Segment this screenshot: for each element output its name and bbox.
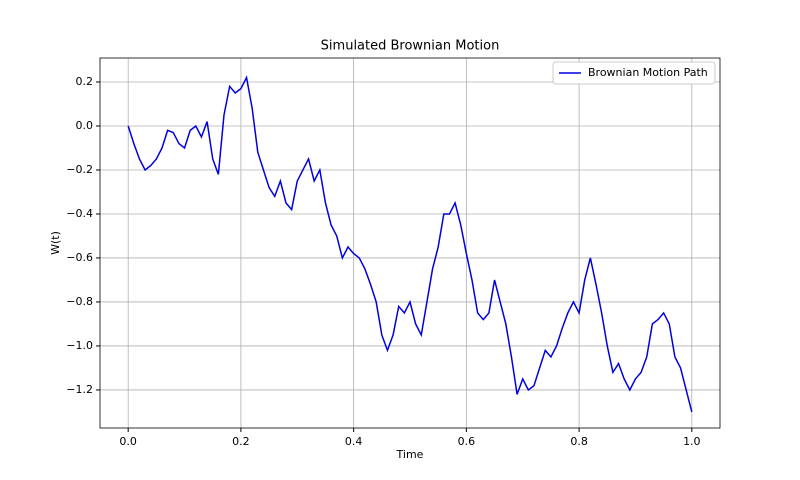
y-tick-label: −1.0 [66,339,93,352]
x-axis-label: Time [396,448,424,461]
y-tick-label: −0.6 [66,251,93,264]
y-tick-label: −1.2 [66,383,93,396]
x-tick-label: 0.4 [345,435,363,448]
plot-frame [99,57,721,429]
y-tick-label: 0.0 [76,119,94,132]
x-tick-label: 0.0 [119,435,137,448]
x-tick-label: 1.0 [683,435,701,448]
line-series [127,75,693,413]
y-axis-label: W(t) [49,231,62,255]
y-tick-label: 0.2 [76,75,94,88]
chart-title: Simulated Brownian Motion [321,39,500,54]
legend-box [552,61,716,85]
y-tick-label: −0.2 [66,163,93,176]
y-tick-label: −0.4 [66,207,93,220]
x-tick-label: 0.2 [232,435,250,448]
legend-label: Brownian Motion Path [588,66,708,79]
x-tick-label: 0.6 [458,435,476,448]
x-tick-label: 0.8 [570,435,588,448]
y-tick-label: −0.8 [66,295,93,308]
